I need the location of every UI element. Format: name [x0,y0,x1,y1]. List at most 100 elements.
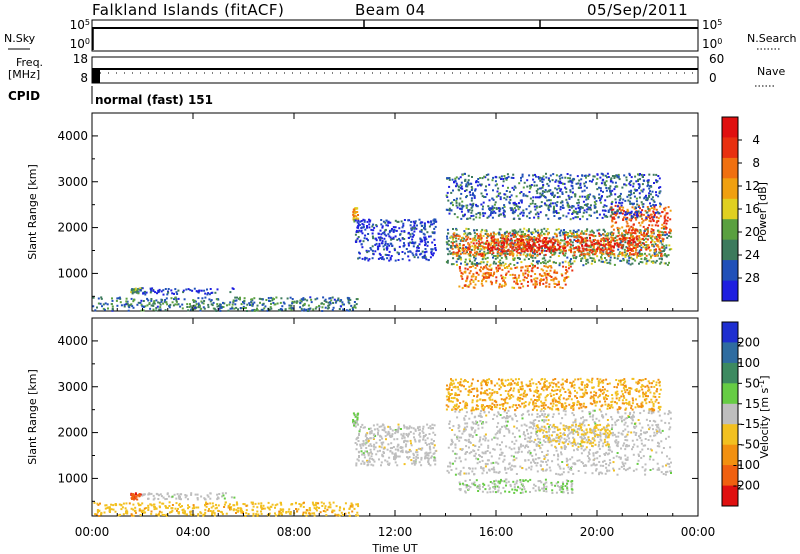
data-cell [541,177,544,180]
data-cell [434,459,437,462]
data-cell [371,235,374,238]
data-cell [493,238,496,241]
data-cell [536,462,539,464]
data-cell [663,217,666,220]
data-cell [466,247,468,249]
data-cell [540,178,543,181]
data-cell [427,459,430,462]
data-cell [482,276,485,279]
data-cell [632,223,635,226]
data-cell [631,249,634,252]
data-cell [582,449,585,452]
data-cell [618,467,621,470]
data-cell [209,288,212,290]
data-cell [638,245,641,248]
data-cell [618,201,621,204]
data-cell [483,254,485,256]
data-cell [461,240,464,242]
data-cell [519,192,522,195]
data-cell [642,242,645,245]
data-cell [541,192,544,195]
data-cell [591,418,594,421]
data-cell [596,457,599,460]
data-cell [626,208,629,211]
data-cell [633,422,636,425]
data-cell [486,260,489,263]
data-cell [617,242,620,245]
data-cell [617,245,620,248]
data-cell [127,304,130,307]
data-cell [397,448,399,451]
data-cell [401,451,404,454]
data-cell [610,247,613,250]
data-cell [480,203,483,206]
data-cell [585,438,588,441]
data-cell [427,454,430,457]
data-cell [620,246,623,249]
data-cell [608,242,611,245]
data-cell [152,498,155,501]
data-cell [400,433,403,436]
data-cell [495,262,497,265]
data-cell [523,227,526,230]
data-cell [544,253,547,256]
data-cell [627,255,630,257]
data-cell [482,212,485,215]
data-cell [550,252,553,254]
data-cell [299,299,302,302]
data-cell [597,232,600,235]
data-cell [655,216,658,219]
data-cell [428,443,431,446]
data-cell [621,254,624,257]
data-cell [506,230,508,233]
data-cell [552,279,555,282]
data-cell [172,304,175,307]
data-cell [551,426,554,429]
data-cell [657,410,660,413]
data-cell [652,458,655,461]
data-cell [428,447,431,450]
data-cell [519,199,522,202]
data-cell [580,241,583,244]
data-cell [630,216,633,219]
data-cell [456,216,459,219]
data-cell [576,248,579,251]
data-cell [523,258,526,261]
data-cell [664,253,667,255]
data-cell [482,255,484,258]
data-cell [475,213,478,216]
data-cell [613,217,616,220]
data-cell [563,244,566,247]
data-cell [548,285,551,288]
data-cell [119,301,122,304]
data-cell [474,254,477,257]
data-cell [596,173,599,176]
data-cell [631,262,634,265]
data-cell [422,425,425,428]
nave-tick-top: 60 [709,52,724,66]
data-cell [618,252,621,255]
data-cell [571,211,574,214]
data-cell [148,302,151,304]
data-cell [605,463,608,465]
data-cell [643,235,646,238]
data-cell [532,231,535,234]
data-cell [574,420,577,423]
data-cell [150,298,153,300]
data-cell [470,199,473,202]
data-cell [413,436,415,439]
data-cell [514,415,517,417]
data-cell [424,242,427,245]
data-cell [403,230,406,233]
data-cell [464,271,467,274]
data-cell [142,306,145,308]
data-cell [490,238,493,241]
data-cell [434,246,437,249]
data-cell [300,307,303,310]
data-cell [598,197,601,199]
data-cell [529,253,532,256]
data-cell [574,193,577,196]
data-cell [584,230,587,233]
data-cell [592,178,594,181]
data-cell [153,301,155,304]
